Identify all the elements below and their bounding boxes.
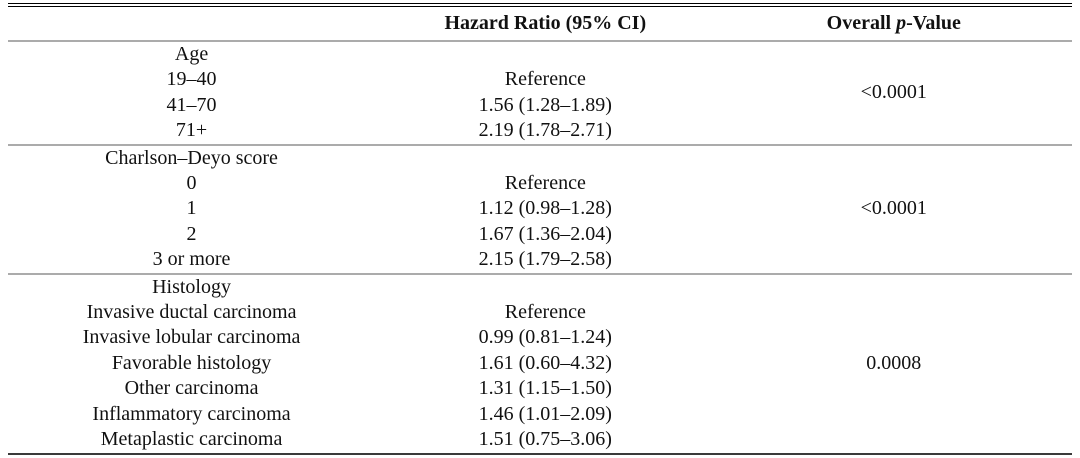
row-label: Invasive lobular carcinoma xyxy=(82,326,301,349)
row-label: Inflammatory carcinoma xyxy=(92,402,291,425)
table-row: 71+ 2.19 (1.78–2.71) xyxy=(8,118,1072,144)
row-label: 0 xyxy=(186,172,197,195)
row-label: 1 xyxy=(186,197,197,220)
table-header: Hazard Ratio (95% CI) Overall p-Value xyxy=(8,5,1072,41)
hazard-ratio-value: 1.31 (1.15–1.50) xyxy=(478,377,612,400)
hazard-ratio-value: 1.46 (1.01–2.09) xyxy=(478,402,612,425)
row-label: Age xyxy=(174,43,209,65)
overall-p-value: <0.0001 xyxy=(860,197,927,220)
hazard-ratio-value: 2.15 (1.79–2.58) xyxy=(478,248,612,271)
row-label: Histology xyxy=(152,275,231,298)
header-row: Hazard Ratio (95% CI) Overall p-Value xyxy=(8,5,1072,41)
hazard-ratio-value: 1.67 (1.36–2.04) xyxy=(478,222,612,245)
overall-p-value: 0.0008 xyxy=(866,351,922,374)
table-row: 1 1.12 (0.98–1.28) xyxy=(8,196,1072,221)
row-label: 41–70 xyxy=(166,93,217,116)
hazard-ratio-value: Reference xyxy=(504,172,586,195)
table-row: 3 or more 2.15 (1.79–2.58) xyxy=(8,247,1072,273)
header-value-suffix: -Value xyxy=(906,12,961,34)
table-row: 41–70 1.56 (1.28–1.89) xyxy=(8,93,1072,118)
row-label: 71+ xyxy=(175,119,208,142)
table-row: Metaplastic carcinoma 1.51 (0.75–3.06) xyxy=(8,427,1072,453)
row-label: Invasive ductal carcinoma xyxy=(86,301,297,324)
row-label: Other carcinoma xyxy=(124,377,259,400)
hazard-ratio-value: Reference xyxy=(504,68,586,91)
header-overall-p-value: Overall p-Value xyxy=(716,5,1072,41)
hazard-ratio-value xyxy=(375,41,715,67)
row-label: 19–40 xyxy=(166,68,217,91)
hazard-ratio-value: 1.61 (0.60–4.32) xyxy=(478,351,612,374)
header-empty-cell xyxy=(8,5,375,41)
hazard-ratio-value: 2.19 (1.78–2.71) xyxy=(478,119,612,142)
table-section-3: Histology 0.0008 Invasive ductal carcinoma… xyxy=(8,273,1072,454)
hazard-ratio-value: 1.56 (1.28–1.89) xyxy=(478,93,612,116)
header-p-symbol: p xyxy=(896,12,907,34)
table-row: Other carcinoma 1.31 (1.15–1.50) xyxy=(8,376,1072,401)
table-row: Charlson–Deyo score <0.0001 xyxy=(8,145,1072,220)
hazard-ratio-table: Hazard Ratio (95% CI) Overall p-Value Ag… xyxy=(8,3,1072,455)
table-row: 0 Reference xyxy=(8,171,1072,196)
table-section-1: Age <0.0001 19–40 Reference 41–70 1.56 (1.28–… xyxy=(8,41,1072,145)
hazard-ratio-value: 1.51 (0.75–3.06) xyxy=(478,428,612,451)
table-row: Invasive lobular carcinoma 0.99 (0.81–1.2… xyxy=(8,325,1072,350)
table-row: Invasive ductal carcinoma Reference xyxy=(8,300,1072,325)
header-overall-text: Overall xyxy=(826,12,897,34)
row-label: Metaplastic carcinoma xyxy=(100,428,283,451)
table-row: Inflammatory carcinoma 1.46 (1.01–2.09) xyxy=(8,402,1072,427)
row-label: Favorable histology xyxy=(111,351,272,374)
hazard-ratio-value: 0.99 (0.81–1.24) xyxy=(478,326,612,349)
row-label: 2 xyxy=(186,222,197,245)
row-label: 3 or more xyxy=(152,248,231,271)
hazard-ratio-value xyxy=(375,145,715,171)
table-row: Histology 0.0008 xyxy=(8,274,1072,374)
hazard-ratio-value xyxy=(375,274,715,300)
hazard-ratio-value: 1.12 (0.98–1.28) xyxy=(478,197,612,220)
table-row: Favorable histology 1.61 (0.60–4.32) xyxy=(8,351,1072,376)
hazard-ratio-value: Reference xyxy=(504,301,586,324)
table-row: Age <0.0001 xyxy=(8,41,1072,103)
table-row: 19–40 Reference xyxy=(8,67,1072,92)
row-label: Charlson–Deyo score xyxy=(105,146,278,169)
header-hazard-ratio: Hazard Ratio (95% CI) xyxy=(444,12,647,34)
overall-p-value: <0.0001 xyxy=(860,81,927,104)
table-section-2: Charlson–Deyo score <0.0001 0 Reference 1 1.1… xyxy=(8,144,1072,274)
table-row: 2 1.67 (1.36–2.04) xyxy=(8,222,1072,247)
